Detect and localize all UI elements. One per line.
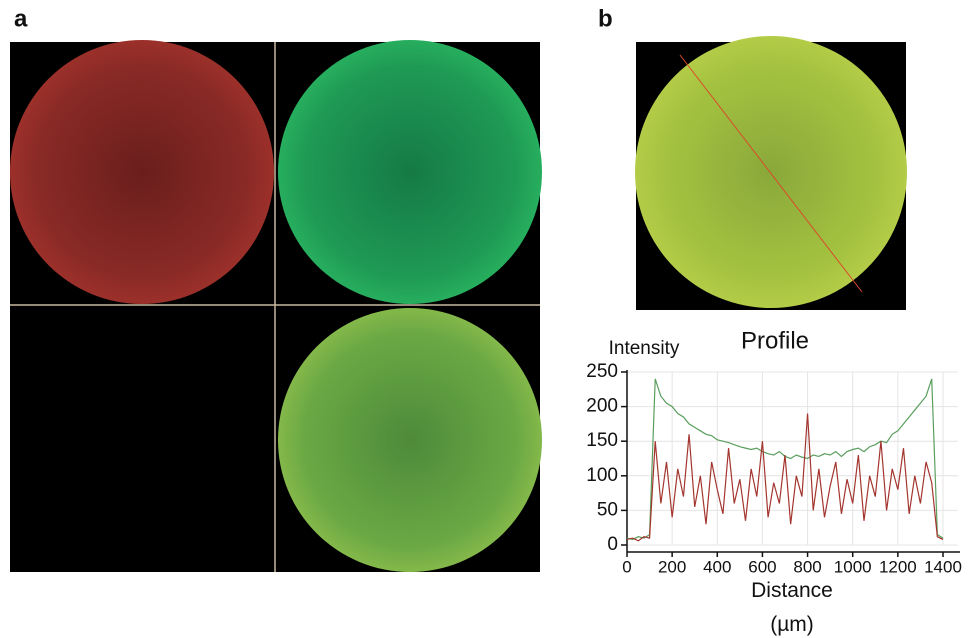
y-tick-label: 200: [586, 396, 618, 417]
panel-label: a: [14, 5, 28, 32]
merged-image: [635, 36, 907, 308]
x-axis-label: Distance (µm): [751, 579, 833, 636]
x-tick-label: 1400: [924, 557, 962, 576]
red-channel-image: [10, 40, 274, 304]
green-channel-image: [278, 40, 542, 304]
profile-line: [626, 413, 944, 542]
merged-image: [278, 308, 542, 572]
chart-title: Profile: [741, 327, 809, 354]
y-tick-label: 0: [607, 534, 618, 555]
x-tick-label: 400: [703, 557, 731, 576]
x-tick-label: 600: [748, 557, 776, 576]
y-axis-label: Intensity: [609, 338, 680, 359]
x-tick-label: 200: [658, 557, 686, 576]
y-tick-label: 100: [586, 465, 618, 486]
x-tick-label: 1000: [834, 557, 872, 576]
y-tick-label: 150: [586, 430, 618, 451]
x-tick-label: 800: [793, 557, 821, 576]
x-tick-label: 0: [622, 557, 631, 576]
y-tick-label: 250: [586, 361, 618, 382]
x-tick-label: 1200: [879, 557, 917, 576]
y-tick-label: 50: [597, 499, 618, 520]
panel-label: b: [598, 5, 613, 32]
profile-line: [679, 54, 863, 293]
